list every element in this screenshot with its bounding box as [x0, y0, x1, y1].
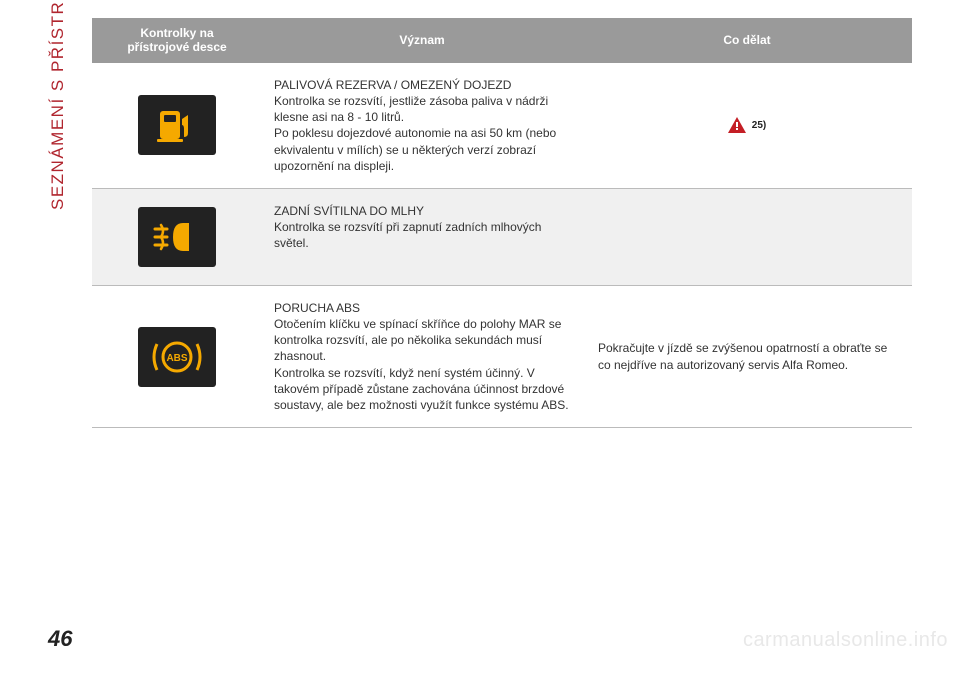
warning-triangle-icon — [728, 117, 746, 133]
fuel-icon — [138, 95, 216, 155]
watermark: carmanualsonline.info — [743, 629, 948, 652]
table-header: Kontrolky na přístrojové desce Význam Co… — [92, 18, 912, 63]
row-title: ZADNÍ SVÍTILNA DO MLHY — [274, 203, 570, 219]
row-body: Otočením klíčku ve spínací skříňce do po… — [274, 316, 570, 413]
table-row: ZADNÍ SVÍTILNA DO MLHY Kontrolka se rozs… — [92, 189, 912, 286]
abs-icon: ABS — [138, 327, 216, 387]
table-row: PALIVOVÁ REZERVA / OMEZENÝ DOJEZD Kontro… — [92, 63, 912, 189]
header-col-action: Co dělat — [582, 18, 912, 63]
action-text: Pokračujte v jízdě se zvýšenou opatrnost… — [598, 340, 896, 372]
header-col-indicator: Kontrolky na přístrojové desce — [92, 18, 262, 63]
warning-lights-table: Kontrolky na přístrojové desce Význam Co… — [92, 18, 912, 428]
rear-fog-light-icon — [138, 207, 216, 267]
indicator-cell: ABS — [92, 286, 262, 427]
header-col-meaning: Význam — [262, 18, 582, 63]
action-cell: Pokračujte v jízdě se zvýšenou opatrnost… — [582, 286, 912, 427]
meaning-cell: PALIVOVÁ REZERVA / OMEZENÝ DOJEZD Kontro… — [262, 63, 582, 188]
row-body: Kontrolka se rozsvítí, jestliže zásoba p… — [274, 93, 570, 174]
indicator-cell — [92, 63, 262, 188]
warning-note: 25) — [752, 119, 766, 133]
sidebar-section-title: SEZNÁMENÍ S PŘÍSTROJOVOU DESKOU — [48, 0, 68, 210]
svg-text:ABS: ABS — [166, 353, 187, 364]
meaning-cell: PORUCHA ABS Otočením klíčku ve spínací s… — [262, 286, 582, 427]
header-col1-line1: Kontrolky na — [140, 26, 213, 40]
header-col1-line2: přístrojové desce — [127, 40, 226, 54]
action-cell — [582, 189, 912, 285]
warning-badge: 25) — [728, 117, 766, 133]
table-row: ABS PORUCHA ABS Otočením klíčku ve spína… — [92, 286, 912, 428]
row-title: PALIVOVÁ REZERVA / OMEZENÝ DOJEZD — [274, 77, 570, 93]
row-body: Kontrolka se rozsvítí při zapnutí zadníc… — [274, 219, 570, 251]
row-title: PORUCHA ABS — [274, 300, 570, 316]
meaning-cell: ZADNÍ SVÍTILNA DO MLHY Kontrolka se rozs… — [262, 189, 582, 285]
action-cell: 25) — [582, 63, 912, 188]
indicator-cell — [92, 189, 262, 285]
page-number: 46 — [48, 626, 72, 652]
